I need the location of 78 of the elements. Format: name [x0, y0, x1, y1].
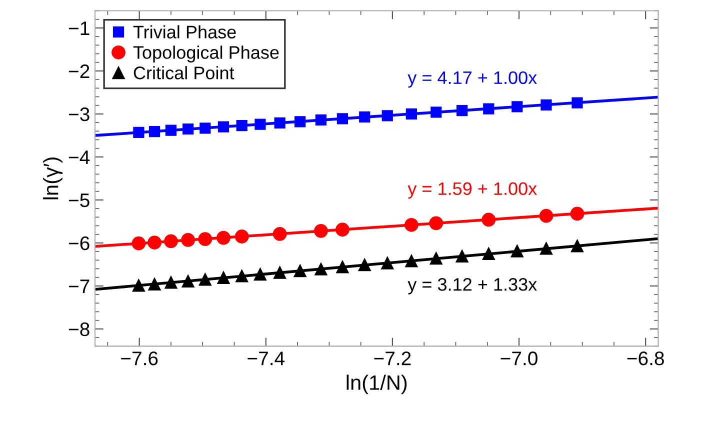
legend-label: Topological Phase — [133, 46, 279, 62]
y-tick-label: −1 — [68, 22, 90, 35]
point — [272, 226, 287, 241]
point — [430, 252, 442, 265]
point — [510, 244, 524, 258]
point — [572, 97, 583, 108]
point — [430, 106, 442, 118]
y-tick-label: −6 — [68, 236, 90, 250]
point — [198, 232, 212, 246]
point — [216, 230, 230, 245]
y-tick-label: −7 — [68, 280, 90, 293]
y-axis-title: ln(γ′) — [43, 158, 62, 200]
point — [274, 117, 286, 129]
point — [359, 111, 370, 123]
point — [133, 126, 144, 138]
y-tick-label: −2 — [68, 64, 90, 78]
annotation: y = 4.17 + 1.00x — [408, 71, 537, 88]
point — [254, 268, 266, 281]
point — [165, 124, 177, 136]
point — [182, 123, 194, 135]
point — [483, 103, 494, 114]
x-tick-label: −7.2 — [374, 352, 411, 366]
point — [148, 236, 162, 250]
point — [234, 230, 249, 244]
y-tick-label: −4 — [68, 150, 90, 164]
point — [294, 264, 306, 278]
point — [148, 278, 161, 290]
point — [404, 218, 418, 232]
point — [254, 118, 266, 130]
point — [314, 262, 328, 276]
point — [482, 247, 495, 260]
point — [236, 270, 248, 282]
point — [540, 242, 552, 255]
point — [336, 113, 348, 124]
point — [539, 208, 554, 223]
point — [406, 108, 417, 120]
legend-label: Trivial Phase — [133, 25, 236, 38]
x-axis-title: ln(1/N) — [346, 374, 407, 394]
point — [382, 110, 393, 122]
point — [274, 266, 286, 279]
point — [200, 122, 211, 134]
x-tick-label: −7.0 — [500, 352, 538, 366]
point — [218, 121, 230, 132]
point — [164, 276, 178, 289]
point — [429, 216, 444, 230]
point — [198, 273, 212, 286]
point — [336, 260, 349, 274]
y-tick-label: −8 — [68, 322, 90, 336]
point — [512, 101, 523, 112]
x-tick-label: −7.4 — [248, 352, 285, 366]
point — [132, 236, 146, 250]
point — [381, 256, 394, 270]
point — [132, 279, 145, 292]
y-tick-label: −3 — [68, 107, 90, 122]
x-tick-label: −6.8 — [627, 352, 664, 366]
point — [570, 240, 584, 252]
point — [456, 104, 468, 116]
point — [236, 120, 248, 132]
point — [182, 274, 194, 288]
point — [540, 99, 552, 110]
point — [482, 212, 496, 227]
y-tick-label: −5 — [68, 194, 90, 208]
point — [405, 254, 418, 268]
point — [164, 234, 178, 248]
point — [315, 114, 327, 126]
point — [148, 126, 160, 138]
point — [181, 232, 196, 247]
point — [456, 250, 468, 263]
point — [217, 272, 230, 284]
point — [358, 258, 371, 272]
point — [336, 222, 350, 237]
legend-label: Critical Point — [134, 66, 234, 80]
point — [570, 206, 584, 221]
x-tick-label: −7.6 — [121, 352, 158, 366]
point — [314, 224, 328, 238]
annotation: y = 1.59 + 1.00x — [408, 182, 537, 199]
annotation: y = 3.12 + 1.33x — [408, 278, 537, 294]
point — [294, 116, 306, 128]
